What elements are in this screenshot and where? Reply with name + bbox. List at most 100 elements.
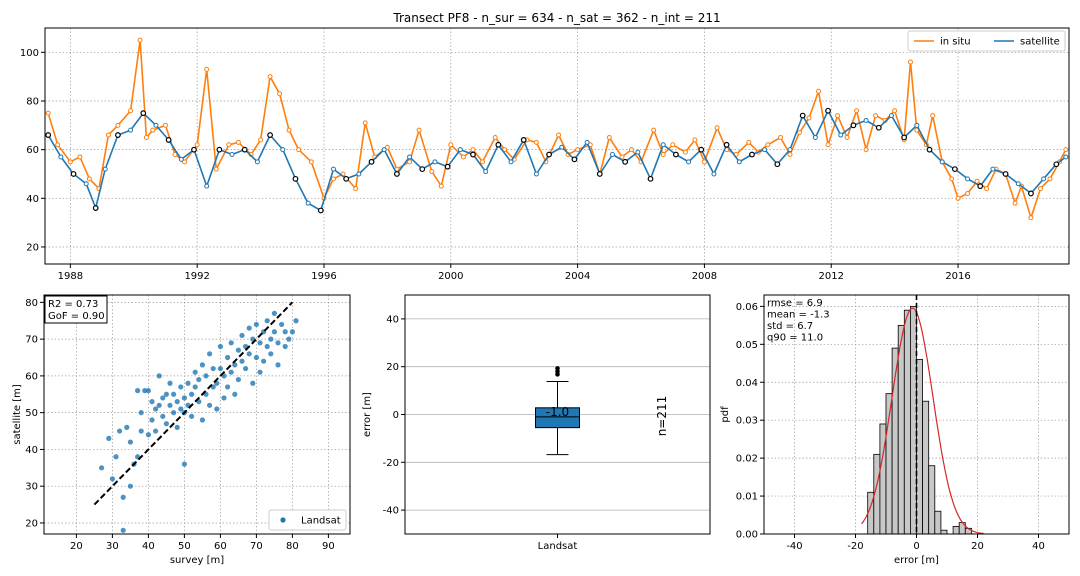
ts-point	[438, 183, 444, 189]
ts-point	[711, 171, 717, 177]
sc-point	[217, 343, 223, 350]
ts-point	[204, 66, 210, 72]
hi-bar	[897, 324, 905, 535]
ts-intersect-point	[571, 156, 578, 163]
ts-point	[181, 159, 187, 165]
ts-intersect-point	[850, 122, 857, 129]
bx-ytick-label: -40	[383, 506, 399, 517]
sc-point	[268, 336, 274, 342]
hi-xlabel: error [m]	[894, 555, 939, 566]
hi-bar	[928, 465, 936, 535]
bx-median-label: -1.0	[546, 405, 569, 419]
ts-point	[670, 142, 676, 148]
ts-point	[746, 139, 752, 145]
ts-intersect-point	[647, 175, 654, 182]
sc-point	[279, 321, 285, 328]
ts-intersect-point	[241, 146, 248, 153]
ts-point	[651, 127, 657, 133]
sc-ytick-label: 50	[25, 408, 38, 419]
ts-point	[984, 186, 990, 192]
ts-point	[1063, 154, 1069, 160]
sc-xtick-label: 90	[322, 541, 335, 552]
sc-point	[282, 329, 288, 335]
sc-xlabel: survey [m]	[170, 555, 224, 566]
ts-xtick-label: 2004	[565, 271, 590, 282]
ts-intersect-point	[45, 132, 52, 138]
ts-intersect-point	[749, 151, 755, 158]
ts-point	[353, 186, 359, 192]
hi-stats-text: rmse = 6.9	[767, 298, 823, 309]
sc-point	[199, 417, 205, 423]
ts-legend-label: satellite	[1020, 37, 1060, 48]
sc-point	[203, 373, 209, 379]
ts-point	[470, 147, 476, 153]
hi-bar	[916, 359, 923, 535]
ts-point	[267, 74, 273, 80]
sc-point	[135, 388, 141, 394]
ts-point	[407, 159, 413, 165]
ts-point	[460, 154, 466, 160]
sc-point	[246, 351, 252, 357]
ts-point	[226, 142, 232, 148]
sc-point	[120, 494, 126, 500]
ts-point	[381, 147, 387, 153]
ts-point	[128, 127, 134, 133]
sc-point	[160, 395, 166, 401]
sc-point	[293, 318, 299, 324]
ts-intersect-point	[444, 163, 451, 170]
ts-point	[58, 154, 64, 160]
hi-ytick-label: 0.00	[736, 530, 758, 541]
hi-ylabel: pdf	[720, 406, 731, 423]
sc-point	[207, 402, 213, 408]
ts-intersect-point	[191, 146, 197, 153]
sc-point	[275, 340, 281, 346]
sc-point	[235, 376, 241, 383]
sc-ylabel: satellite [m]	[12, 384, 23, 445]
ts-point	[787, 152, 793, 158]
ts-point	[308, 159, 314, 165]
hi-bar	[922, 400, 930, 535]
ts-point	[736, 159, 742, 165]
ts-point	[765, 142, 771, 148]
sc-legend-label: Landsat	[301, 516, 341, 527]
ts-intersect-point	[672, 151, 679, 158]
ts-point	[258, 137, 264, 143]
sc-point	[127, 483, 133, 489]
sc-point	[163, 421, 169, 427]
ts-intersect-point	[115, 132, 121, 138]
sc-point	[163, 391, 169, 397]
sc-point	[181, 461, 187, 467]
sc-point	[199, 362, 205, 368]
sc-point	[153, 428, 159, 434]
ts-point	[844, 134, 850, 140]
sc-point	[109, 476, 115, 482]
ts-point	[533, 171, 539, 177]
sc-identity-line	[93, 301, 294, 506]
sc-point	[156, 373, 162, 379]
sc-point	[239, 358, 245, 364]
hi-ytick-label: 0.01	[736, 492, 758, 503]
ts-intersect-point	[216, 146, 223, 153]
figure-title: Transect PF8 - n_sur = 634 - n_sat = 362…	[392, 11, 720, 25]
sc-xtick-label: 50	[178, 541, 191, 552]
ts-intersect-point	[901, 134, 908, 141]
bx-ytick-label: 0	[393, 410, 399, 421]
ts-point	[806, 115, 812, 121]
ts-point	[102, 166, 108, 172]
sc-xtick-label: 30	[106, 541, 119, 552]
ts-point	[407, 154, 413, 160]
sc-point	[225, 384, 231, 390]
ts-intersect-point	[165, 137, 172, 143]
ts-point	[701, 159, 707, 165]
ts-intersect-point	[698, 146, 705, 153]
hi-xtick-label: -40	[786, 541, 802, 552]
ts-intersect-point	[520, 137, 527, 143]
sc-point	[289, 329, 295, 335]
ts-ytick-label: 40	[26, 194, 39, 205]
hi-bar	[910, 305, 917, 535]
sc-point	[286, 336, 292, 342]
ts-point	[162, 122, 168, 128]
ts-point	[974, 178, 980, 184]
hi-xtick-label: 20	[971, 541, 984, 552]
